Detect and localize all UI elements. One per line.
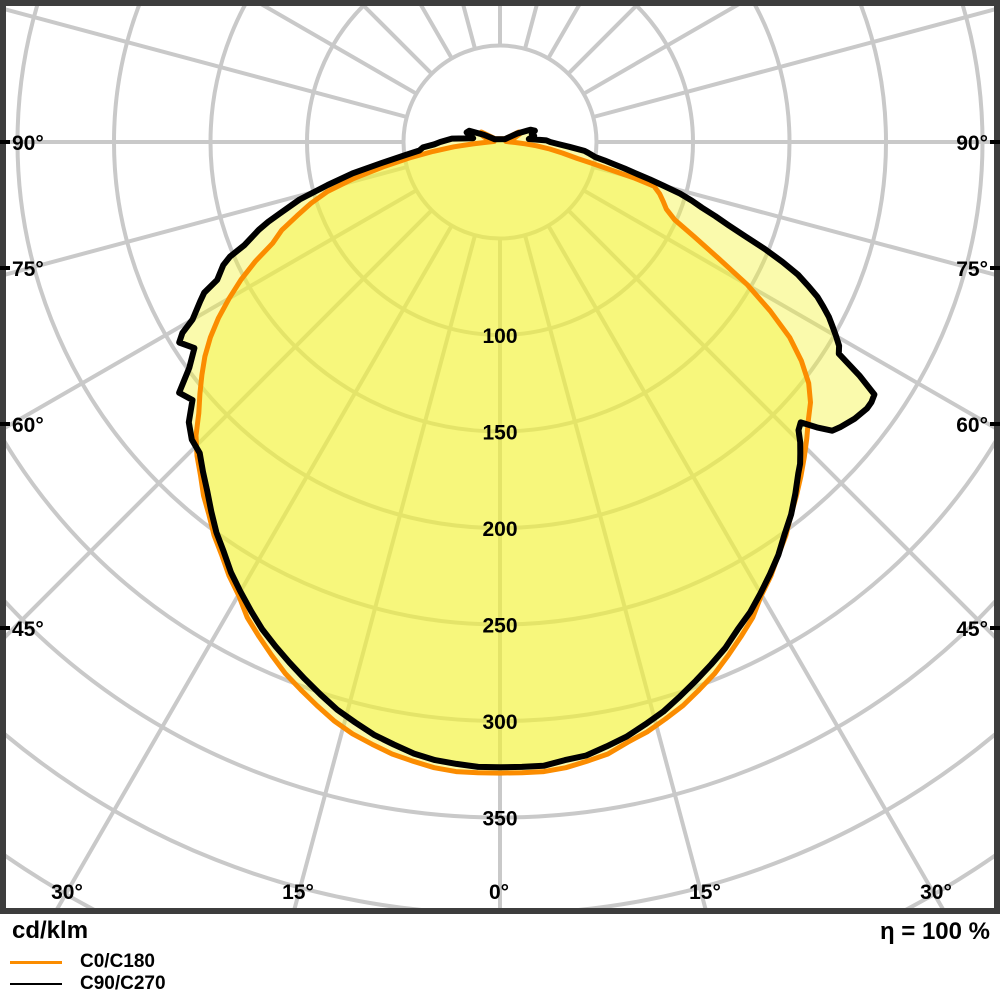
angle-label: 60°	[12, 414, 44, 437]
curves-layer	[176, 126, 878, 776]
radial-tick-label: 300	[482, 711, 517, 734]
grid-ray	[592, 7, 994, 119]
angle-label: 15°	[689, 881, 721, 904]
grid-ray	[6, 165, 408, 277]
radial-tick-label: 100	[482, 325, 517, 348]
radial-tick-label: 200	[482, 518, 517, 541]
angle-tick	[0, 266, 10, 270]
grid-ray	[55, 224, 454, 908]
legend-label-c0-c180: C0/C180	[80, 951, 155, 972]
angle-tick	[0, 626, 10, 630]
grid-ray	[6, 7, 408, 119]
angle-label: 30°	[51, 881, 83, 904]
angle-label: 90°	[956, 132, 988, 155]
grid-ray	[6, 188, 418, 430]
angle-label: 75°	[12, 258, 44, 281]
curve-c0-c180	[193, 129, 813, 776]
grid-ray	[523, 234, 708, 908]
angle-tick	[990, 626, 1000, 630]
curve-c90-c270	[176, 126, 878, 771]
grid-ray	[582, 188, 994, 430]
angle-label: 30°	[920, 881, 952, 904]
legend-label-c90-c270: C90/C270	[80, 973, 166, 994]
angle-label: 45°	[956, 618, 988, 641]
legend-line-c0-c180-icon	[10, 960, 62, 964]
legend: C0/C180 C90/C270	[10, 951, 166, 995]
radial-tick-label: 250	[482, 615, 517, 638]
grid-ray	[292, 234, 477, 908]
efficiency-label: η = 100 %	[879, 918, 990, 945]
angle-label: 0°	[489, 881, 509, 904]
radial-unit-label: cd/klm	[12, 917, 89, 944]
chart-border	[0, 0, 1000, 914]
fill-c90-c270	[179, 129, 875, 768]
angle-label: 75°	[956, 258, 988, 281]
angle-label: 45°	[12, 618, 44, 641]
angle-tick	[990, 266, 1000, 270]
grid-ray	[6, 208, 434, 639]
angle-tick	[0, 140, 10, 144]
grid-ray	[592, 165, 994, 277]
angle-tick	[990, 422, 1000, 426]
fill-c0-c180	[196, 132, 811, 774]
grid-ray	[566, 208, 994, 639]
angle-label: 60°	[956, 414, 988, 437]
radial-tick-label: 150	[482, 422, 517, 445]
grid-ray	[546, 224, 945, 908]
legend-item-c0-c180: C0/C180	[10, 951, 166, 973]
legend-item-c90-c270: C90/C270	[10, 973, 166, 995]
legend-line-c90-c270-icon	[10, 983, 62, 985]
radial-tick-label: 350	[482, 808, 517, 831]
angle-label: 90°	[12, 132, 44, 155]
angle-tick	[990, 140, 1000, 144]
angle-tick	[0, 422, 10, 426]
angle-label: 15°	[282, 881, 314, 904]
